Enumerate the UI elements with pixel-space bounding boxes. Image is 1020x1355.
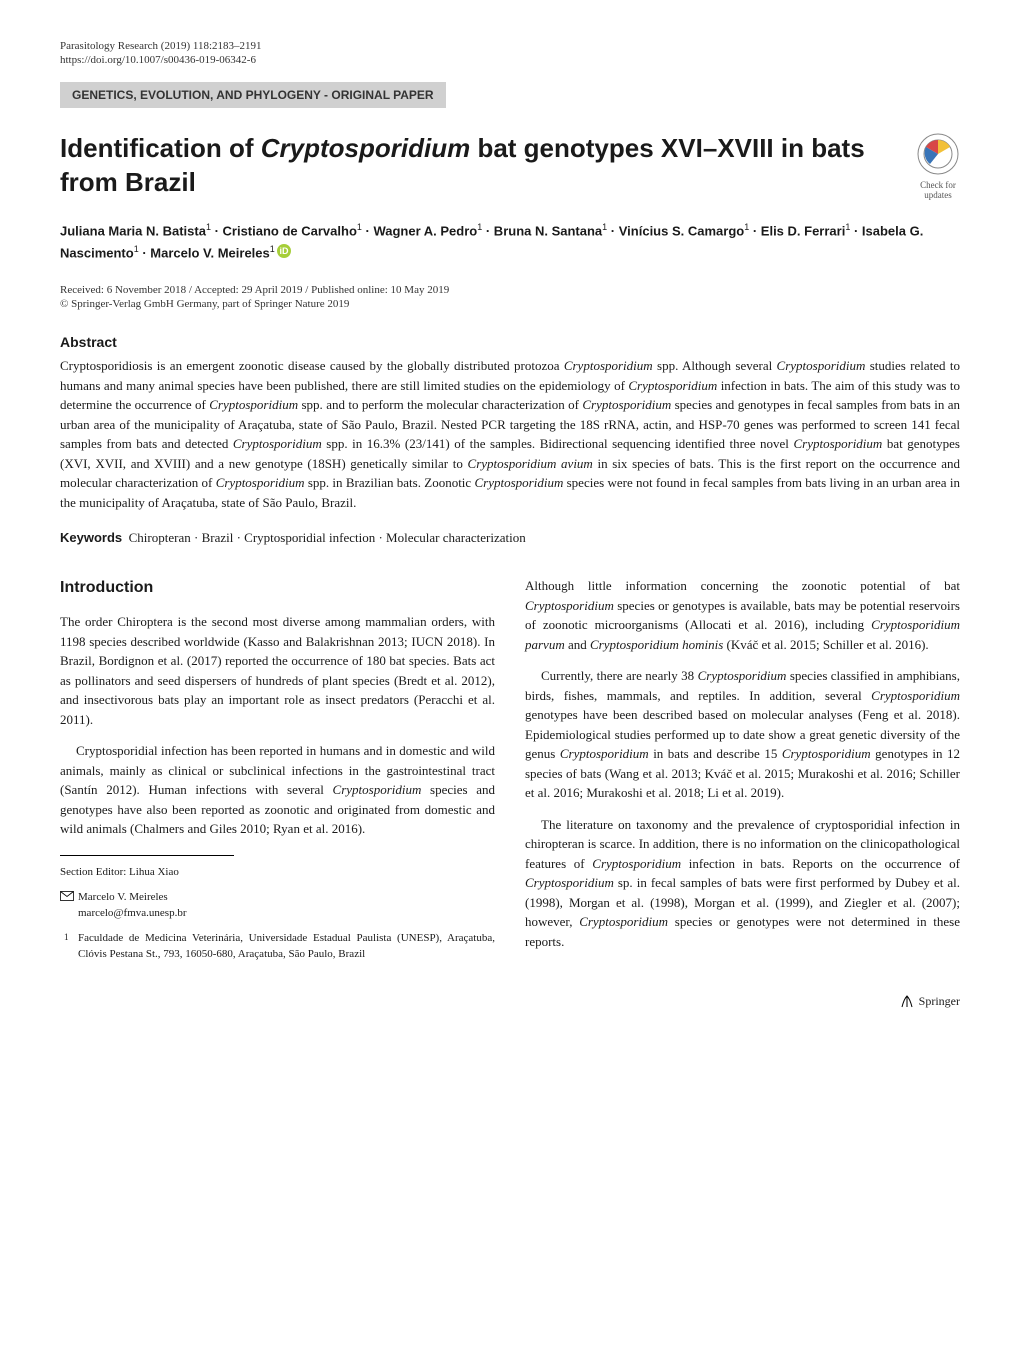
intro-p4: Currently, there are nearly 38 Cryptospo… bbox=[525, 666, 960, 803]
keywords-text: Chiropteran · Brazil · Cryptosporidial i… bbox=[129, 530, 526, 545]
intro-p1: The order Chiroptera is the second most … bbox=[60, 612, 495, 729]
springer-icon bbox=[899, 993, 915, 1009]
right-column: Although little information concerning t… bbox=[525, 576, 960, 963]
article-category: GENETICS, EVOLUTION, AND PHYLOGENY - ORI… bbox=[60, 82, 446, 108]
crossmark-badge[interactable]: Check for updates bbox=[916, 132, 960, 200]
corresponding-author: Marcelo V. Meireles marcelo@fmva.unesp.b… bbox=[60, 890, 495, 921]
introduction-heading: Introduction bbox=[60, 576, 495, 600]
crossmark-label-2: updates bbox=[916, 190, 960, 200]
left-column: Introduction The order Chiroptera is the… bbox=[60, 576, 495, 963]
corresp-name: Marcelo V. Meireles bbox=[78, 891, 168, 903]
intro-p5: The literature on taxonomy and the preva… bbox=[525, 815, 960, 952]
intro-p3: Although little information concerning t… bbox=[525, 576, 960, 654]
page-footer: Springer bbox=[60, 993, 960, 1009]
article-title: Identification of Cryptosporidium bat ge… bbox=[60, 132, 916, 200]
publisher-name: Springer bbox=[919, 994, 960, 1009]
intro-p2: Cryptosporidial infection has been repor… bbox=[60, 741, 495, 839]
corresp-email: marcelo@fmva.unesp.br bbox=[78, 907, 186, 919]
keywords-label: Keywords bbox=[60, 530, 122, 545]
article-dates: Received: 6 November 2018 / Accepted: 29… bbox=[60, 284, 960, 296]
orcid-icon[interactable]: iD bbox=[277, 244, 291, 265]
author-list: Juliana Maria N. Batista1 · Cristiano de… bbox=[60, 220, 960, 264]
crossmark-icon bbox=[916, 132, 960, 176]
journal-citation: Parasitology Research (2019) 118:2183–21… bbox=[60, 40, 262, 52]
mail-icon bbox=[60, 891, 74, 906]
crossmark-label-1: Check for bbox=[916, 180, 960, 190]
abstract-text: Cryptosporidiosis is an emergent zoonoti… bbox=[60, 356, 960, 512]
copyright: © Springer-Verlag GmbH Germany, part of … bbox=[60, 298, 960, 310]
svg-text:iD: iD bbox=[279, 246, 289, 256]
section-editor: Section Editor: Lihua Xiao bbox=[60, 864, 495, 881]
affil-number: 1 bbox=[64, 931, 69, 944]
footnote-rule bbox=[60, 855, 234, 856]
keywords: Keywords Chiropteran · Brazil · Cryptosp… bbox=[60, 530, 960, 546]
abstract-heading: Abstract bbox=[60, 334, 960, 350]
affiliation: 1 Faculdade de Medicina Veterinária, Uni… bbox=[60, 931, 495, 962]
doi: https://doi.org/10.1007/s00436-019-06342… bbox=[60, 54, 960, 66]
affil-text: Faculdade de Medicina Veterinária, Unive… bbox=[78, 932, 495, 959]
